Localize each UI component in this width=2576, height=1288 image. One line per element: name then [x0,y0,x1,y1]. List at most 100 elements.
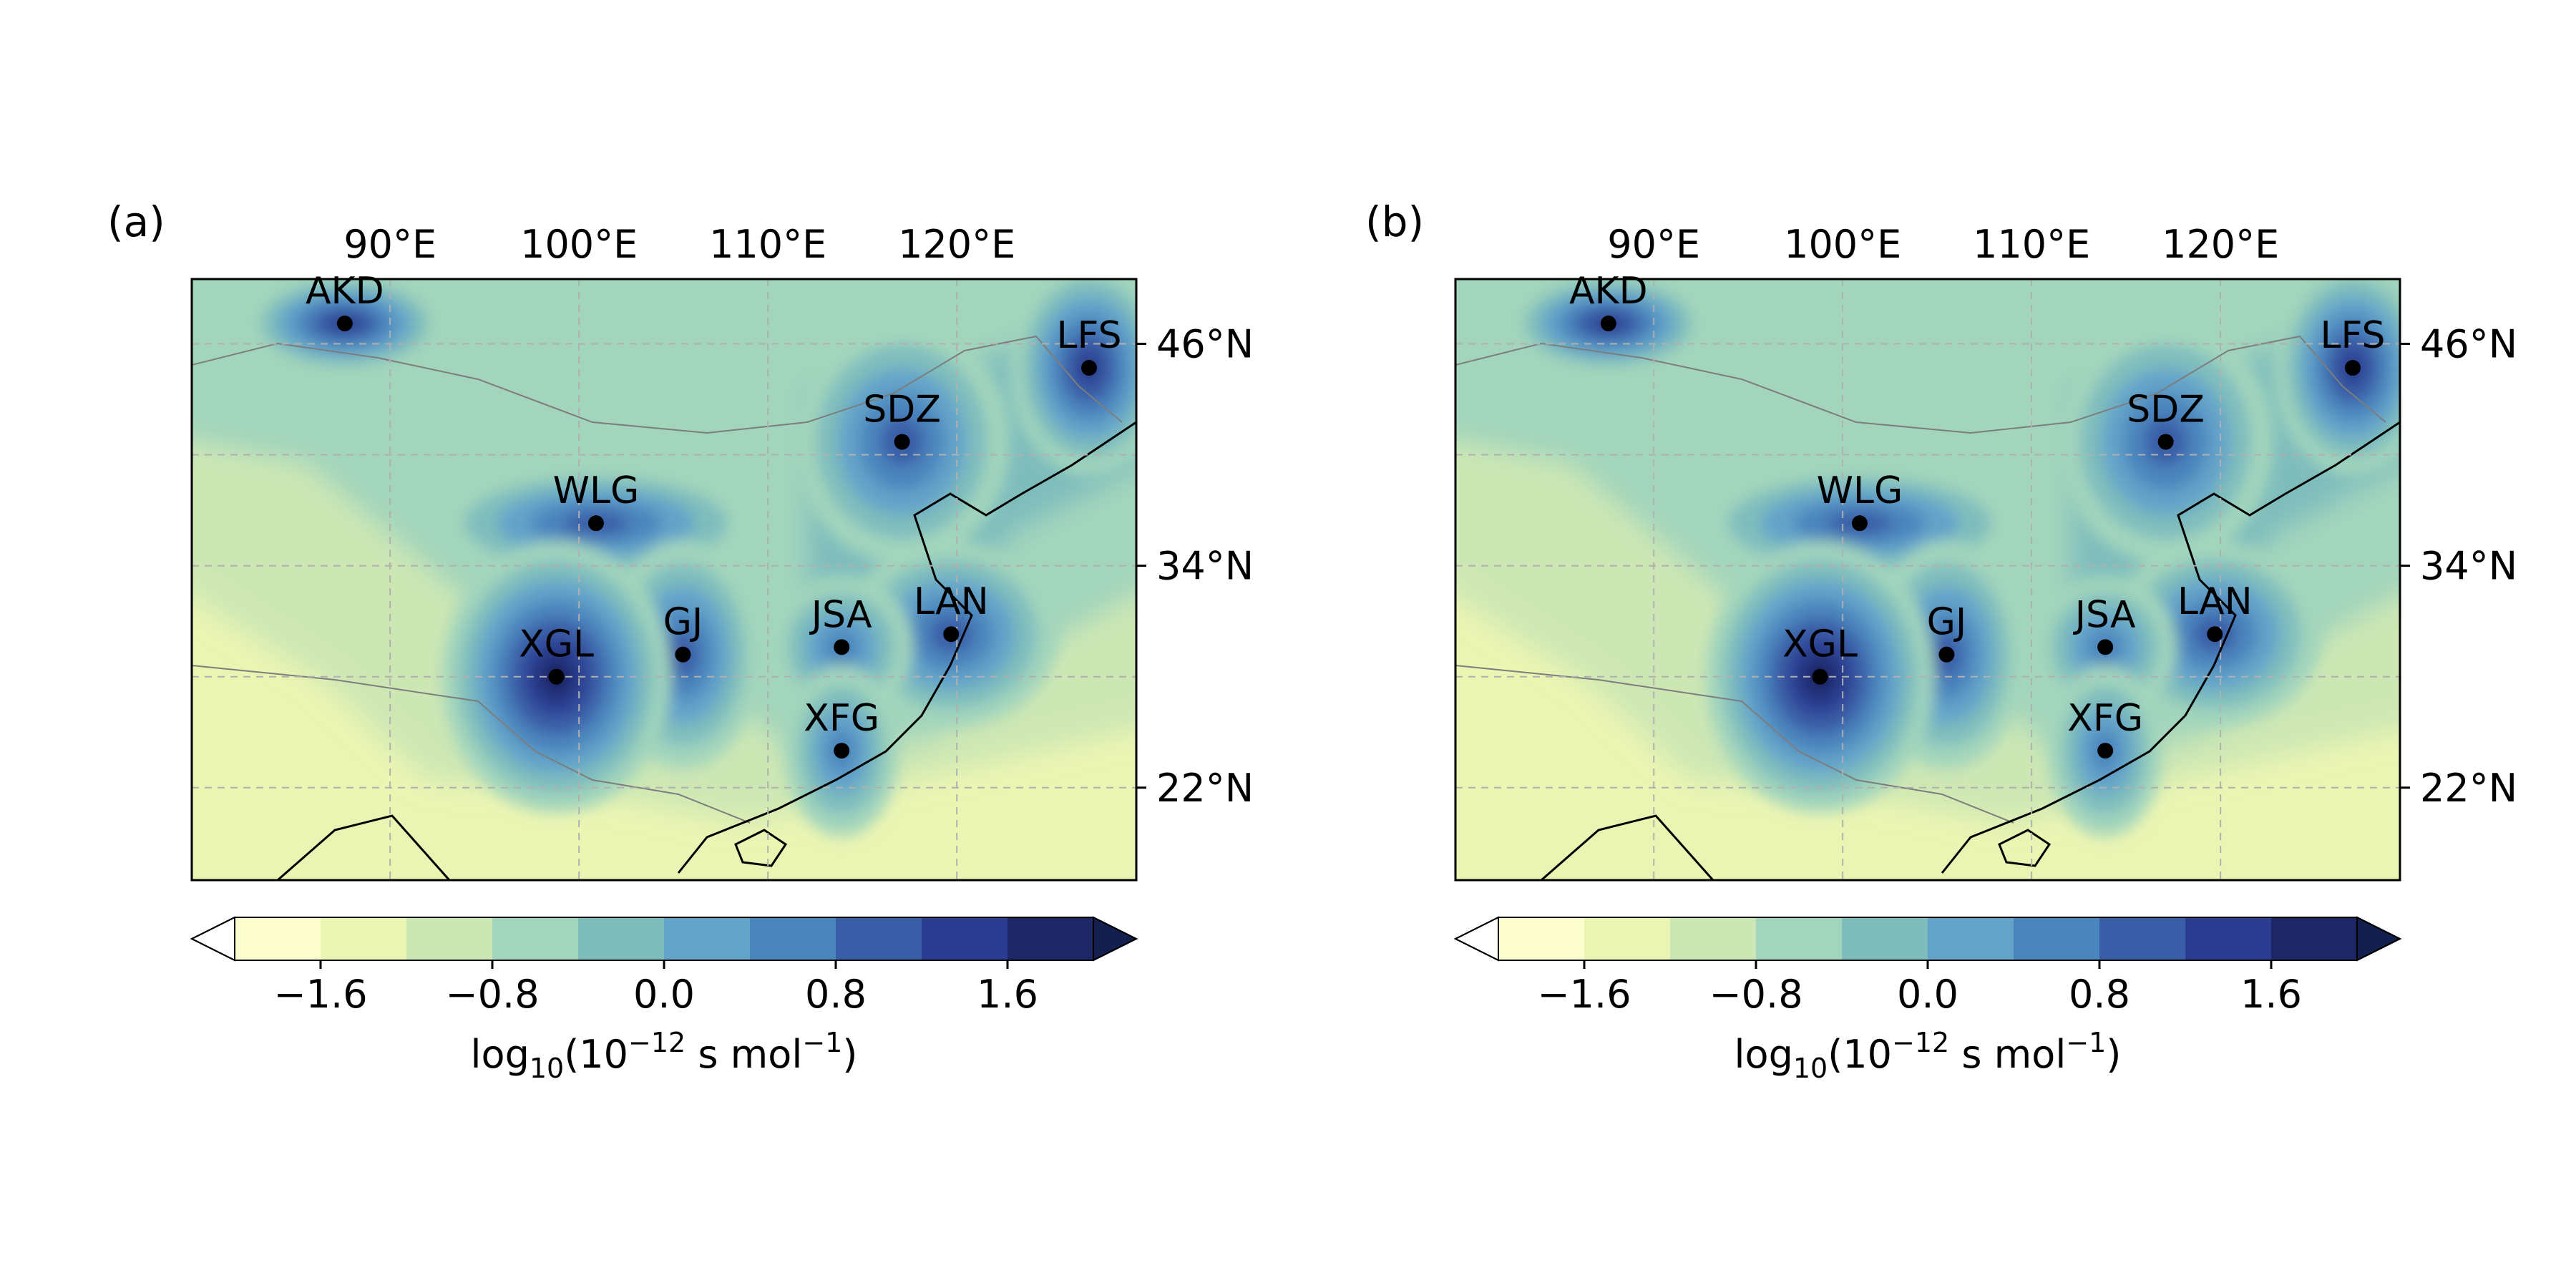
colorbar-bin [664,917,751,960]
station-label: XFG [2067,697,2143,740]
stations: AKD LFS SDZ WLG LAN JSA GJ XGL XFG [1569,270,2386,759]
stations: AKD LFS SDZ WLG LAN JSA GJ XGL XFG [306,270,1122,759]
station-label: WLG [553,469,640,512]
colorbar-bin [1584,917,1671,960]
colorbar-bin [1928,917,2014,960]
colorbar-label-part: 10 [530,1053,564,1084]
lat-tick-label: 22°N [2420,766,2517,811]
lon-tick-labels: 90°E 100°E 110°E 120°E [1607,222,2279,267]
colorbar-tick-label: −1.6 [273,972,367,1017]
lon-tick-label: 90°E [343,222,436,267]
colorbar-bin [2099,917,2186,960]
station-label: XFG [804,697,879,740]
coastline [1455,335,2400,880]
station-marker [1851,515,1868,532]
colorbar-label-part: ) [2106,1032,2121,1077]
lon-tick-label: 110°E [1973,222,2090,267]
gridlines [1455,279,2400,880]
colorbar-label-part: (10 [1828,1032,1892,1077]
station-marker [548,668,565,685]
lat-tick-label: 46°N [2420,321,2517,366]
colorbar-label-part: ) [842,1032,857,1077]
lon-tick-labels: 90°E 100°E 110°E 120°E [343,222,1015,267]
colorbar-bin [2014,917,2100,960]
colorbar-outline [1453,917,2402,961]
coastline-path [1541,814,1714,880]
map-area [1455,279,2400,880]
lat-tick-labels: 46°N 34°N 22°N [2400,321,2517,811]
lon-tick-label: 100°E [1784,222,1901,267]
station-label: LAN [914,580,989,623]
gridlines [192,279,1136,880]
colorbar-tick-label: −1.6 [1537,972,1631,1017]
colorbar-extend-min [1453,916,1499,962]
colorbar-tick-label: 1.6 [2240,972,2302,1017]
country-border [192,665,751,824]
colorbar-label-part: −1 [802,1027,842,1058]
station-label: XGL [1782,623,1858,666]
colorbar-label-part: log [1735,1032,1793,1077]
lon-tick-label: 120°E [898,222,1015,267]
station-marker [834,639,850,655]
colorbar-label: log10(10−12 s mol−1) [471,1027,858,1084]
island-outline [734,829,788,867]
lat-tick-label: 34°N [2420,544,2517,589]
station-marker [2157,434,2174,450]
colorbar-label-part: −12 [1892,1027,1949,1058]
colorbar-tick-label: 0.8 [2069,972,2130,1017]
lat-tick-label: 22°N [1156,766,1254,811]
map-area [192,279,1136,880]
colorbar-label-part: (10 [564,1032,628,1077]
colorbar-bin [1008,917,1094,960]
station-label: SDZ [863,388,941,431]
station-marker [587,515,604,532]
lon-tick-label: 90°E [1607,222,1700,267]
country-border [1455,335,2386,434]
colorbar-bin [1498,917,1585,960]
colorbar-tick-label: −0.8 [1709,972,1802,1017]
colorbar-tick-label: 1.6 [977,972,1038,1017]
coastline-path [1941,421,2400,874]
station-marker [1938,646,1955,663]
colorbar-bin [750,917,836,960]
panel-label: (b) [1365,197,1424,246]
station-marker [894,434,910,450]
colorbar-bin [922,917,1008,960]
colorbar-bin [2185,917,2272,960]
colorbar-label-part: s mol [1949,1032,2066,1077]
station-label: LFS [2321,314,2386,357]
colorbar-bin [406,917,493,960]
colorbar-tick-label: 0.8 [805,972,867,1017]
lat-tick-label: 34°N [1156,544,1254,589]
station-marker [2207,626,2223,643]
sensitivity-field [192,279,1136,880]
colorbar-tick-label: −0.8 [445,972,539,1017]
station-label: AKD [306,270,384,313]
station-label: LFS [1057,314,1122,357]
station-label: SDZ [2127,388,2205,431]
station-label: GJ [1927,601,1967,644]
station-marker [336,316,353,332]
station-label: JSA [2073,593,2136,636]
station-marker [675,646,691,663]
colorbar-label-part: −1 [2066,1027,2106,1058]
coastline [192,335,1136,880]
map-frame [1454,278,2401,882]
lat-tick-labels: 46°N 34°N 22°N [1136,321,1254,811]
colorbar-bin [836,917,922,960]
colorbar-bin [578,917,665,960]
colorbar-bin [235,917,321,960]
panel-label: (a) [107,197,165,246]
coastline-path [277,814,451,880]
lon-tick-label: 120°E [2162,222,2279,267]
colorbar-label-part: s mol [686,1032,802,1077]
colorbar-bin [1670,917,1757,960]
colorbar-label-part: 10 [1793,1053,1828,1084]
coastline-path [677,421,1136,874]
map-panel-b: (b) 90°E 100°E 110°E 120°E 46°N 34°N 22°N AKD… [1365,197,2517,1084]
colorbar-tick-label: 0.0 [633,972,695,1017]
lat-tick-label: 46°N [1156,321,1254,366]
station-label: AKD [1569,270,1648,313]
station-label: XGL [519,623,594,666]
